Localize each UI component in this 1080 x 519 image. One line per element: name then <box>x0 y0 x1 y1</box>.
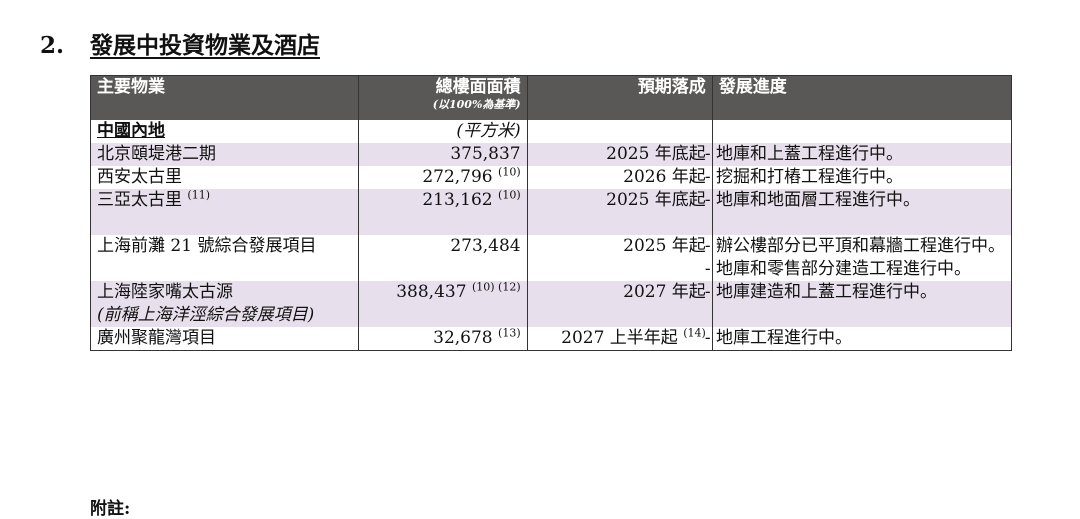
property-cell: 上海陸家嘴太古源 (前稱上海洋涇綜合發展項目) <box>89 281 360 327</box>
progress-cell: - 挖掘和打樁工程進行中。 <box>704 166 1013 189</box>
gfa-value: 32,678 <box>433 328 493 348</box>
completion-footnote: (14) <box>683 326 706 340</box>
completion-value: 2025 年底起 <box>526 189 713 235</box>
property-name: 三亞太古里 <box>97 190 182 210</box>
completion-value: 2026 年起 <box>526 166 713 189</box>
section-title: 發展中投資物業及酒店 <box>90 32 320 59</box>
header-gfa-basis: (以100%為基準) <box>432 98 521 111</box>
table-row: 北京頤堤港二期 375,837 2025 年底起 - 地庫和上蓋工程進行中。 <box>89 143 1013 166</box>
progress-cell: - 地庫和上蓋工程進行中。 <box>704 143 1013 166</box>
table-row: 西安太古里 272,796 (10) 2026 年起 - 挖掘和打樁工程進行中。 <box>89 165 1013 189</box>
header-completion: 預期落成 <box>526 75 713 120</box>
progress-item: - 地庫和地面層工程進行中。 <box>704 190 920 210</box>
progress-cell: - 地庫工程進行中。 <box>704 327 1013 351</box>
property-name: 西安太古里 <box>89 166 360 189</box>
gfa-cell: 388,437 (10) (12) <box>358 280 528 327</box>
progress-item: - 地庫工程進行中。 <box>704 328 852 348</box>
gfa-cell: 32,678 (13) <box>358 326 528 351</box>
progress-item: - 地庫和零售部分建造工程進行中。 <box>704 259 971 279</box>
property-name: 廣州聚龍灣項目 <box>89 327 360 351</box>
progress-cell: - 辦公樓部分已平頂和幕牆工程進行中。 - 地庫和零售部分建造工程進行中。 <box>704 235 1013 281</box>
gfa-value: 272,796 <box>422 167 493 187</box>
table-row: 上海前灘 21 號綜合發展項目 273,484 2025 年起 - 辦公樓部分已… <box>89 235 1013 281</box>
property-name: 上海陸家嘴太古源 <box>97 282 233 302</box>
gfa-value: 213,162 <box>422 190 493 210</box>
property-footnote: (11) <box>187 188 210 202</box>
gfa-footnote: (10) <box>498 188 521 202</box>
section-number: 2. <box>40 32 65 59</box>
header-property: 主要物業 <box>89 75 360 120</box>
property-name: 北京頤堤港二期 <box>89 143 360 166</box>
completion-value: 2025 年起 <box>526 235 713 281</box>
property-cell: 三亞太古里 (11) <box>89 188 360 235</box>
gfa-cell: 213,162 (10) <box>358 188 528 235</box>
progress-item: - 挖掘和打樁工程進行中。 <box>704 167 903 187</box>
property-name: 上海前灘 21 號綜合發展項目 <box>89 235 360 281</box>
progress-item: - 辦公樓部分已平頂和幕牆工程進行中。 <box>704 236 1005 256</box>
completion-value: 2025 年底起 <box>526 143 713 166</box>
development-properties-table: 主要物業 總樓面面積 (以100%為基準) 預期落成 發展進度 中國內地 (平方… <box>89 75 1013 351</box>
completion-value: 2027 年起 <box>526 281 713 327</box>
table-row: 三亞太古里 (11) 213,162 (10) 2025 年底起 - 地庫和地面… <box>89 188 1013 235</box>
section-heading: 2. 發展中投資物業及酒店 <box>40 26 320 60</box>
gfa-unit: (平方米) <box>456 121 521 141</box>
property-former-name: (前稱上海洋涇綜合發展項目) <box>97 305 315 325</box>
completion-cell: 2027 上半年起 (14) <box>526 326 713 351</box>
gfa-footnote: (13) <box>498 326 521 340</box>
progress-item: - 地庫和上蓋工程進行中。 <box>704 144 903 164</box>
gfa-footnote: (10) (12) <box>471 280 521 294</box>
progress-cell: - 地庫建造和上蓋工程進行中。 <box>704 281 1013 327</box>
progress-item: - 地庫建造和上蓋工程進行中。 <box>704 282 937 302</box>
region-label: 中國內地 <box>97 121 165 141</box>
gfa-value: 375,837 <box>358 143 528 166</box>
gfa-cell: 272,796 (10) <box>358 165 528 189</box>
header-gfa-label: 總樓面面積 <box>435 77 521 97</box>
completion-value: 2027 上半年起 <box>561 328 678 348</box>
region-row: 中國內地 (平方米) <box>89 120 1013 143</box>
progress-cell: - 地庫和地面層工程進行中。 <box>704 189 1013 235</box>
table-header-row: 主要物業 總樓面面積 (以100%為基準) 預期落成 發展進度 <box>89 75 1013 120</box>
table-row: 上海陸家嘴太古源 (前稱上海洋涇綜合發展項目) 388,437 (10) (12… <box>89 280 1013 327</box>
notes-label: 附註: <box>90 499 131 519</box>
table-row: 廣州聚龍灣項目 32,678 (13) 2027 上半年起 (14) - 地庫工… <box>89 326 1013 351</box>
gfa-value: 388,437 <box>396 282 467 302</box>
header-gfa: 總樓面面積 (以100%為基準) <box>358 75 528 120</box>
header-progress: 發展進度 <box>711 75 1013 120</box>
gfa-value: 273,484 <box>358 235 528 281</box>
gfa-footnote: (10) <box>498 165 521 179</box>
